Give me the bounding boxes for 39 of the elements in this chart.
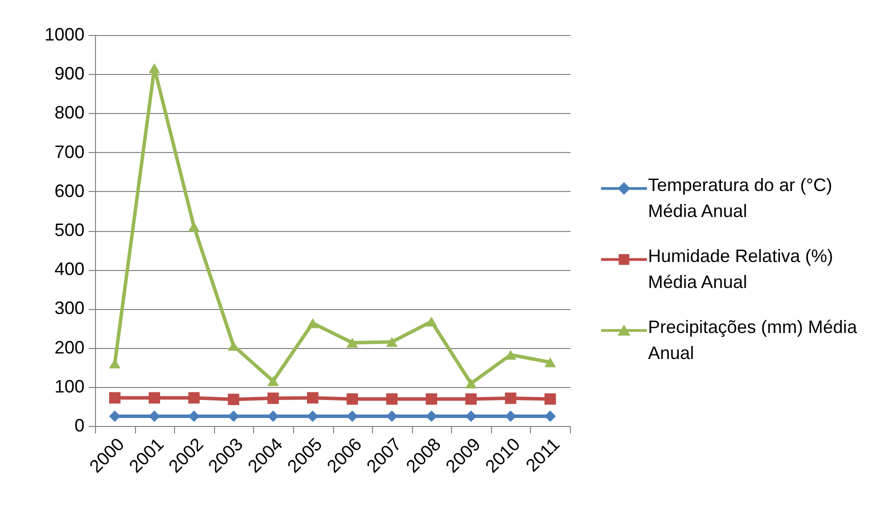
point (307, 410, 318, 422)
point (426, 316, 438, 327)
legend-label: Humidade Relativa (%) Média Anual (648, 246, 834, 292)
point (544, 410, 556, 422)
point (307, 392, 318, 404)
y-tick-label: 0 (74, 416, 84, 436)
point (109, 410, 120, 422)
point (109, 392, 120, 404)
point (188, 392, 200, 404)
point (386, 393, 398, 405)
point (148, 63, 160, 74)
point (504, 392, 516, 404)
point (426, 393, 438, 405)
point (386, 337, 398, 347)
point (267, 376, 279, 386)
point (346, 410, 358, 422)
y-tick-label: 400 (54, 259, 84, 280)
y-tick-label: 1000 (44, 24, 84, 44)
y-tick-label: 700 (54, 142, 84, 162)
point (544, 357, 556, 368)
point (465, 393, 477, 405)
y-tick-label: 900 (54, 64, 84, 84)
point (228, 394, 240, 406)
point (267, 392, 279, 404)
point (465, 378, 477, 388)
y-tick-label: 100 (54, 376, 84, 396)
point (148, 392, 160, 404)
y-tick-label: 500 (54, 220, 84, 240)
y-tick-label: 800 (54, 102, 84, 123)
point (346, 393, 358, 405)
point (188, 222, 200, 232)
legend-label: Temperatura do ar (°C) Média Anual (648, 175, 832, 221)
point (544, 393, 556, 405)
legend-label: Precipitações (mm) Média Anual (648, 317, 858, 363)
y-tick-label: 200 (54, 337, 84, 358)
y-tick-label: 600 (54, 180, 84, 201)
point (307, 318, 318, 328)
point (346, 338, 358, 348)
y-tick-label: 300 (54, 298, 84, 318)
